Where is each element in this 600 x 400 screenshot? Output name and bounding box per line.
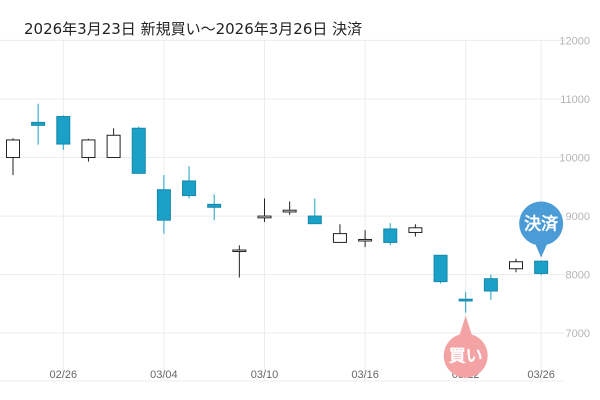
candle (408, 224, 423, 237)
y-tick-label: 11000 (560, 94, 590, 106)
candle (332, 224, 347, 243)
candle (458, 292, 473, 313)
candle-body-down (56, 116, 71, 145)
x-tick-label: 03/26 (527, 369, 555, 381)
candle (232, 245, 247, 278)
candle-body-up (106, 134, 121, 159)
candle-body-down (307, 215, 322, 225)
candle-body-up (332, 233, 347, 243)
candle-body-up (81, 139, 96, 159)
trade-markers: 買い 決済 (443, 201, 564, 378)
candle-body-down (458, 298, 473, 302)
candle-body-up (509, 261, 523, 270)
candle-body-down (433, 254, 448, 283)
y-tick-label: 8000 (566, 270, 590, 282)
x-tick-label: 03/04 (150, 369, 178, 381)
candle (483, 274, 498, 300)
candle-body-down (182, 180, 197, 197)
candle (31, 103, 46, 145)
candle (358, 230, 373, 248)
marker-label: 買い (449, 347, 483, 367)
candle-body-up (257, 215, 272, 219)
y-axis-labels: 7000 8000 9000 10000 11000 12000 (559, 35, 590, 340)
sell-marker: 決済 (519, 201, 564, 258)
chart-title: 2026年3月23日 新規買い〜2026年3月26日 決済 (24, 20, 362, 38)
y-tick-label: 10000 (559, 153, 590, 165)
candle-body-up (408, 227, 423, 233)
buy-marker: 買い (443, 315, 488, 378)
candle-body-down (534, 260, 549, 274)
candle-body-down (207, 203, 222, 208)
y-tick-label: 9000 (566, 211, 590, 223)
candle (6, 138, 20, 176)
candle (282, 201, 297, 215)
candle-body-down (483, 278, 498, 292)
grid-lines (0, 39, 565, 382)
candle-body-up (232, 249, 247, 253)
candle-body-down (131, 127, 146, 174)
candle (433, 254, 448, 284)
y-tick-label: 12000 (559, 35, 590, 47)
candle-body-down (383, 228, 398, 243)
candle-body-down (31, 121, 46, 126)
candle (534, 260, 549, 276)
candle-body-down (156, 189, 171, 221)
candle (383, 223, 398, 246)
candle-body-up (6, 139, 20, 159)
candle (56, 115, 71, 150)
candle (182, 166, 197, 199)
candle (131, 126, 146, 174)
candle-body-up (358, 238, 373, 242)
x-tick-label: 03/16 (351, 369, 379, 381)
candle-body-up (282, 209, 297, 213)
x-tick-label: 03/10 (251, 369, 279, 381)
candle (106, 128, 121, 159)
y-tick-label: 7000 (566, 328, 590, 340)
marker-label: 決済 (524, 214, 559, 235)
x-tick-label: 02/26 (50, 369, 78, 381)
candle (207, 194, 222, 221)
candles (6, 103, 549, 313)
candle (307, 198, 322, 225)
candle (81, 138, 96, 162)
candle (257, 198, 272, 222)
candle (509, 258, 523, 273)
candle (156, 175, 171, 234)
